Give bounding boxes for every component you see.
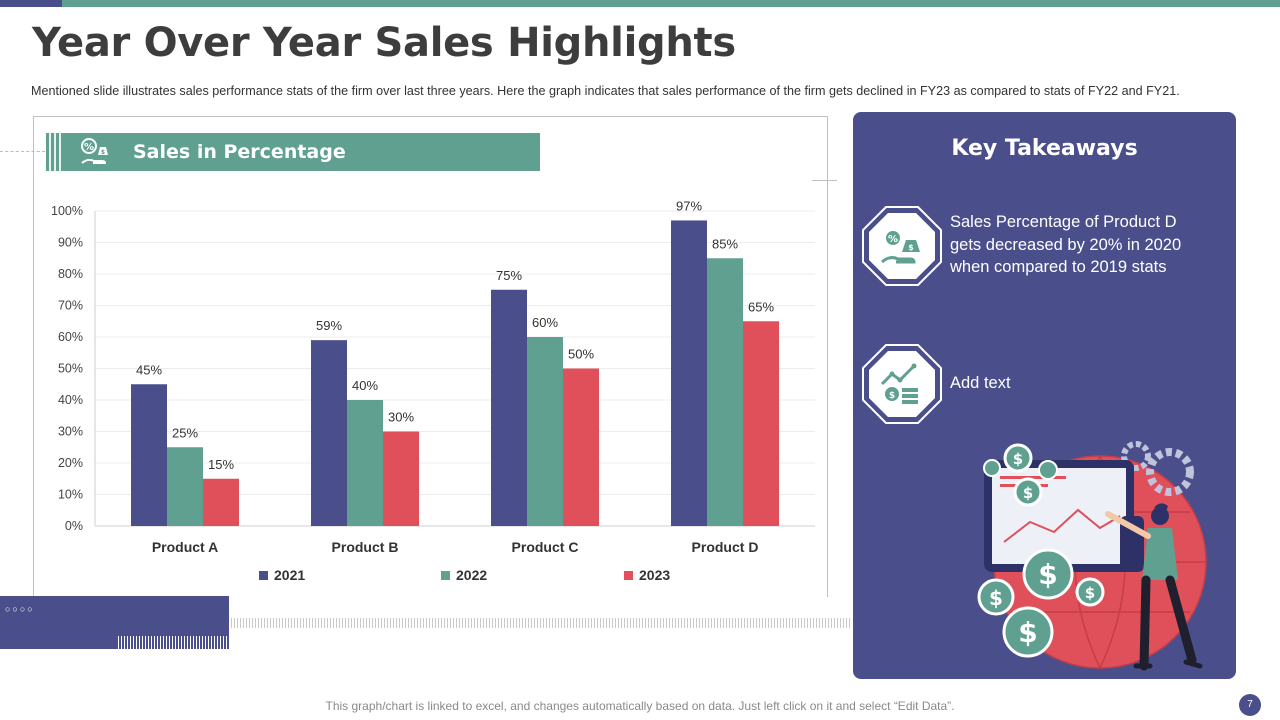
x-tick-label: Product C — [512, 539, 579, 555]
data-label: 97% — [676, 198, 702, 213]
top-accent-bar-teal — [62, 0, 1280, 7]
bar-2023-product-a — [203, 478, 239, 526]
svg-text:$: $ — [1038, 558, 1057, 591]
y-tick-label: 60% — [58, 330, 83, 344]
y-tick-label: 90% — [58, 236, 83, 250]
legend-label: 2023 — [639, 567, 671, 583]
decorative-barcode — [118, 636, 228, 649]
header-stripe — [49, 133, 51, 171]
legend-item-2023: 2023 — [624, 567, 670, 583]
top-accent-bar-navy — [0, 0, 62, 7]
money-growth-chart-icon: $ — [862, 344, 942, 424]
decorative-dash-strip — [231, 618, 851, 628]
chart-bars — [131, 220, 779, 526]
bar-2021-product-d — [671, 220, 707, 526]
money-percent-icon: % $ — [862, 206, 942, 286]
decorative-dots: ○○○○ — [5, 604, 35, 614]
data-label: 45% — [136, 362, 162, 377]
decorative-dashed-line — [0, 151, 45, 152]
legend-swatch — [441, 571, 450, 580]
bar-2023-product-d — [743, 321, 779, 526]
y-tick-label: 20% — [58, 456, 83, 470]
bar-2022-product-c — [527, 337, 563, 526]
svg-text:$: $ — [1023, 484, 1033, 502]
svg-text:$: $ — [908, 243, 914, 252]
x-axis-ticks: Product A Product B Product C Product D — [152, 539, 759, 555]
svg-text:$: $ — [101, 149, 105, 156]
x-tick-label: Product B — [332, 539, 399, 555]
bar-2021-product-b — [311, 340, 347, 526]
data-label: 50% — [568, 347, 594, 362]
data-labels: 45% 25% 15% 59% 40% 30% 75% 60% 50% 97% 85% 65% — [136, 198, 774, 471]
y-tick-label: 40% — [58, 393, 83, 407]
data-label: 15% — [208, 457, 234, 472]
money-percent-icon: % $ — [81, 138, 108, 164]
bar-2022-product-b — [347, 400, 383, 526]
y-axis-ticks: 0% 10% 20% 30% 40% 50% 60% 70% 80% 90% 100% — [51, 204, 83, 533]
x-tick-label: Product D — [692, 539, 759, 555]
y-tick-label: 50% — [58, 362, 83, 376]
svg-text:$: $ — [1085, 584, 1095, 602]
chart-frame — [33, 116, 828, 597]
y-tick-label: 80% — [58, 267, 83, 281]
legend-label: 2021 — [274, 567, 306, 583]
chart-header-bar — [46, 133, 540, 171]
svg-text:$: $ — [1013, 450, 1023, 468]
bar-2021-product-c — [491, 289, 527, 526]
legend-swatch — [624, 571, 633, 580]
header-stripe — [54, 133, 56, 171]
slide-title: Year Over Year Sales Highlights — [32, 20, 736, 66]
y-tick-label: 10% — [58, 488, 83, 502]
svg-text:$: $ — [1018, 616, 1037, 649]
data-label: 59% — [316, 318, 342, 333]
bar-2023-product-c — [563, 368, 599, 526]
data-label: 85% — [712, 236, 738, 251]
footer-note: This graph/chart is linked to excel, and… — [325, 699, 955, 713]
data-label: 60% — [532, 315, 558, 330]
legend-item-2022: 2022 — [441, 567, 487, 583]
bar-2022-product-d — [707, 258, 743, 526]
bar-2023-product-b — [383, 431, 419, 526]
y-tick-label: 70% — [58, 299, 83, 313]
svg-text:%: % — [84, 142, 94, 153]
data-label: 25% — [172, 425, 198, 440]
header-stripe — [59, 133, 61, 171]
svg-text:$: $ — [889, 391, 895, 401]
x-tick-label: Product A — [152, 539, 218, 555]
chart-frame-tick — [812, 180, 837, 181]
page-number: 7 — [1239, 694, 1261, 716]
data-label: 40% — [352, 378, 378, 393]
bar-2021-product-a — [131, 384, 167, 526]
sales-presentation-illustration: $ $ $ $ $ $ — [977, 441, 1207, 671]
y-tick-label: 100% — [51, 204, 83, 218]
y-tick-label: 30% — [58, 425, 83, 439]
legend-label: 2022 — [456, 567, 488, 583]
svg-text:%: % — [888, 234, 898, 245]
bar-2022-product-a — [167, 447, 203, 526]
takeaway-text-2: Add text — [950, 374, 1011, 392]
y-tick-label: 0% — [65, 519, 83, 533]
takeaway-text-1: Sales Percentage of Product D gets decre… — [950, 213, 1182, 276]
data-label: 65% — [748, 299, 774, 314]
data-label: 30% — [388, 410, 414, 425]
legend-swatch — [259, 571, 268, 580]
svg-text:$: $ — [989, 586, 1003, 610]
data-label: 75% — [496, 268, 522, 283]
key-takeaways-title: Key Takeaways — [951, 136, 1138, 161]
legend-item-2021: 2021 — [259, 567, 305, 583]
slide-subtitle: Mentioned slide illustrates sales perfor… — [31, 84, 1180, 98]
chart-header-title: Sales in Percentage — [133, 141, 346, 163]
